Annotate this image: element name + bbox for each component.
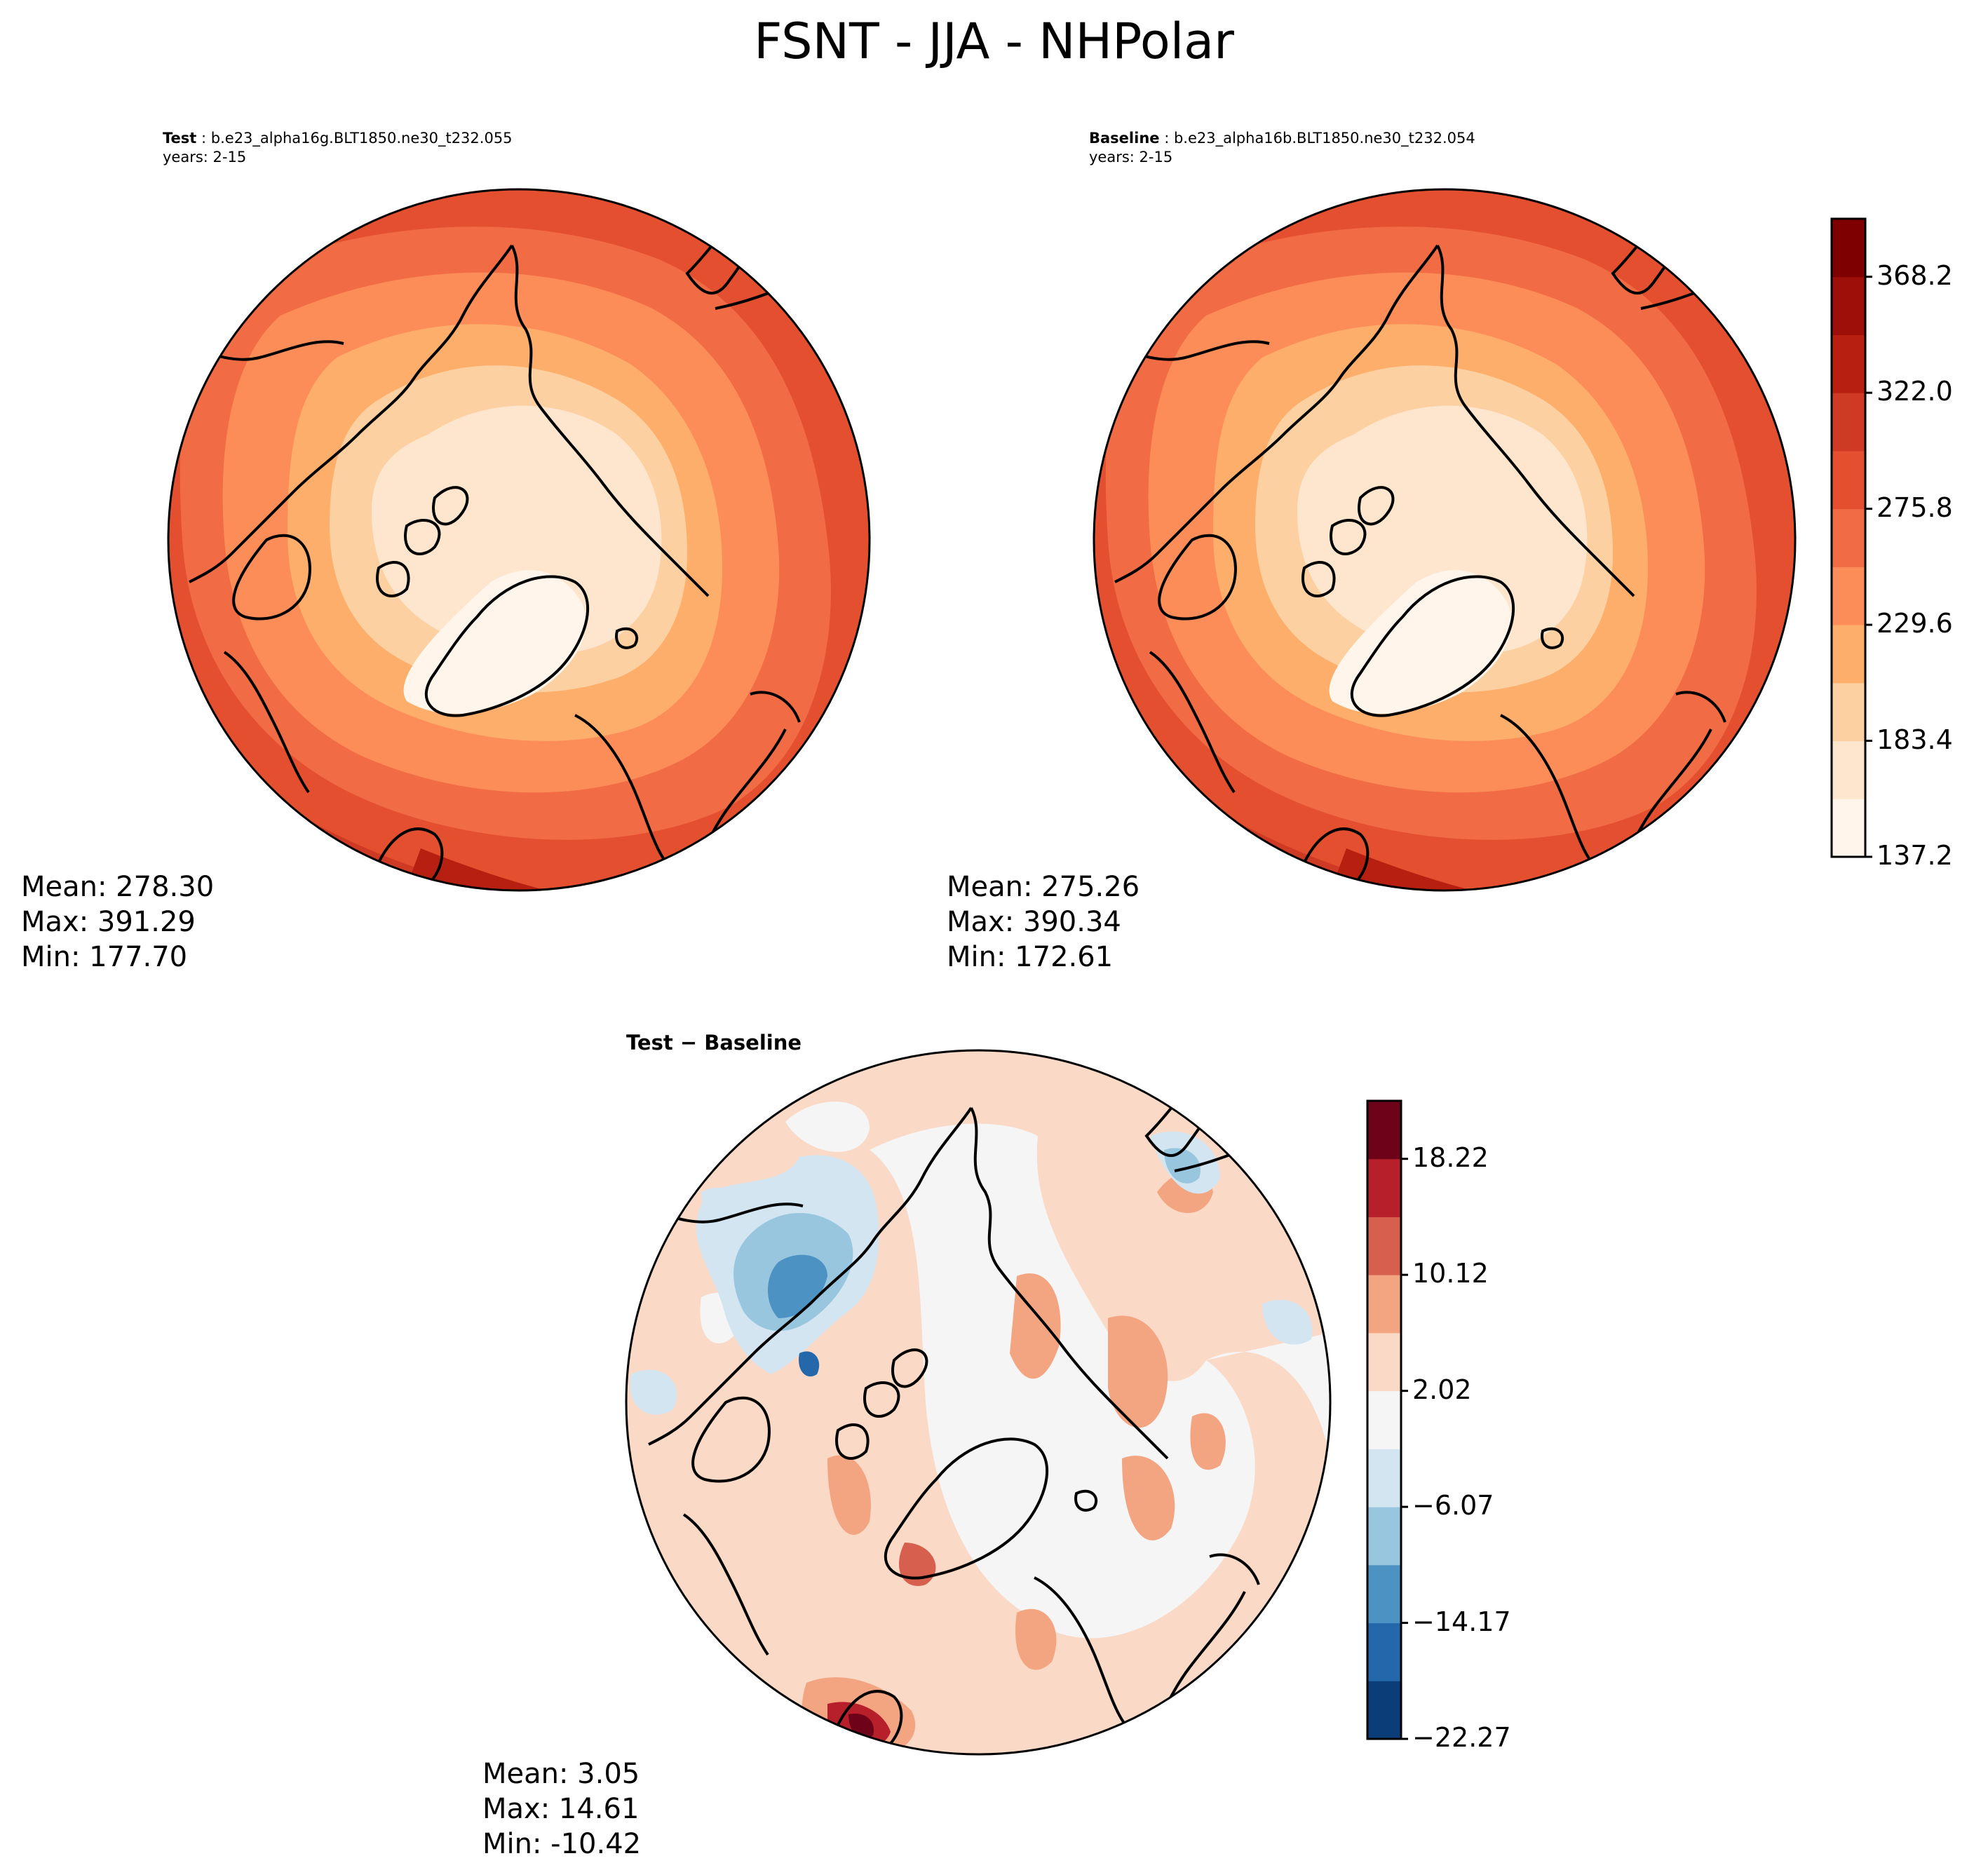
diff-colorbar-frame bbox=[1366, 1099, 1402, 1740]
main-colorbar-segment bbox=[1832, 682, 1865, 742]
test-map-boundary bbox=[167, 188, 871, 892]
main-colorbar-frame bbox=[1830, 217, 1867, 858]
diff-colorbar-segment bbox=[1367, 1681, 1401, 1740]
diff-colorbar-tick-label: −6.07 bbox=[1412, 1490, 1494, 1522]
diff-colorbar-segment bbox=[1367, 1158, 1401, 1217]
diff-map bbox=[626, 1050, 1330, 1754]
baseline-map bbox=[1094, 189, 1795, 890]
main-colorbar-segment bbox=[1832, 276, 1865, 335]
main-colorbar-segment bbox=[1832, 567, 1865, 625]
main-colorbar-tick-label: 275.8 bbox=[1877, 492, 1953, 523]
baseline-stat-min: Min: 172.61 bbox=[947, 941, 1114, 973]
diff-map-boundary bbox=[625, 1049, 1332, 1756]
diff-colorbar-tick-label: 2.02 bbox=[1412, 1374, 1472, 1405]
main-colorbar-segment bbox=[1832, 450, 1865, 510]
main-colorbar-segment bbox=[1832, 219, 1865, 278]
main-colorbar-segment bbox=[1832, 393, 1865, 452]
diff-colorbar bbox=[1366, 1099, 1408, 1740]
main-colorbar-segment bbox=[1832, 508, 1865, 567]
test-case-name: b.e23_alpha16g.BLT1850.ne30_t232.055 bbox=[210, 130, 513, 147]
baseline-stat-max: Max: 390.34 bbox=[947, 906, 1121, 938]
diff-panel-title: Test − Baseline bbox=[626, 1031, 802, 1055]
baseline-years: years: 2-15 bbox=[1089, 149, 1173, 165]
diff-colorbar-tick-label: −22.27 bbox=[1412, 1722, 1511, 1753]
diff-colorbar-segment bbox=[1367, 1332, 1401, 1392]
main-colorbar-tick-label: 229.6 bbox=[1877, 608, 1953, 639]
diff-colorbar-segment bbox=[1367, 1217, 1401, 1275]
main-colorbar-segment bbox=[1832, 625, 1865, 684]
diff-colorbar-tick-label: 18.22 bbox=[1412, 1141, 1489, 1173]
figure-title: FSNT - JJA - NHPolar bbox=[754, 13, 1234, 70]
test-years: years: 2-15 bbox=[163, 149, 247, 165]
diff-stat-mean: Mean: 3.05 bbox=[482, 1758, 640, 1790]
main-colorbar-segment bbox=[1832, 799, 1865, 858]
main-colorbar-tick-label: 183.4 bbox=[1877, 724, 1953, 755]
baseline-panel-title: Baseline : b.e23_alpha16b.BLT1850.ne30_t… bbox=[1089, 130, 1475, 165]
main-colorbar-tick-label: 137.2 bbox=[1877, 840, 1953, 871]
test-stat-max: Max: 391.29 bbox=[21, 906, 196, 938]
main-colorbar-segment bbox=[1832, 740, 1865, 799]
main-colorbar-tick-label: 322.0 bbox=[1877, 376, 1953, 407]
diff-colorbar-segment bbox=[1367, 1507, 1401, 1566]
diff-colorbar-segment bbox=[1367, 1564, 1401, 1624]
diff-colorbar-segment bbox=[1367, 1390, 1401, 1449]
main-colorbar bbox=[1830, 217, 1872, 858]
test-map bbox=[168, 189, 870, 890]
baseline-stats: Mean: 275.26 Max: 390.34 Min: 172.61 bbox=[947, 869, 1140, 975]
baseline-map-boundary bbox=[1093, 188, 1797, 892]
test-label: Test bbox=[163, 130, 197, 147]
diff-colorbar-segment bbox=[1367, 1622, 1401, 1681]
baseline-stat-mean: Mean: 275.26 bbox=[947, 871, 1140, 903]
diff-colorbar-segment bbox=[1367, 1275, 1401, 1334]
baseline-case-name: b.e23_alpha16b.BLT1850.ne30_t232.054 bbox=[1173, 130, 1475, 147]
diff-colorbar-tick-label: 10.12 bbox=[1412, 1258, 1489, 1289]
test-stat-min: Min: 177.70 bbox=[21, 941, 188, 973]
main-colorbar-segment bbox=[1832, 334, 1865, 393]
diff-colorbar-segment bbox=[1367, 1449, 1401, 1507]
diff-stats: Mean: 3.05 Max: 14.61 Min: -10.42 bbox=[482, 1756, 641, 1862]
main-colorbar-tick-label: 368.2 bbox=[1877, 259, 1953, 291]
test-panel-title: Test : b.e23_alpha16g.BLT1850.ne30_t232.… bbox=[163, 130, 513, 165]
diff-stat-max: Max: 14.61 bbox=[482, 1793, 640, 1825]
diff-colorbar-tick-label: −14.17 bbox=[1412, 1606, 1511, 1637]
diff-colorbar-segment bbox=[1367, 1101, 1401, 1160]
baseline-label: Baseline bbox=[1089, 130, 1160, 147]
test-stats: Mean: 278.30 Max: 391.29 Min: 177.70 bbox=[21, 869, 214, 975]
test-stat-mean: Mean: 278.30 bbox=[21, 871, 215, 903]
diff-stat-min: Min: -10.42 bbox=[482, 1828, 642, 1860]
